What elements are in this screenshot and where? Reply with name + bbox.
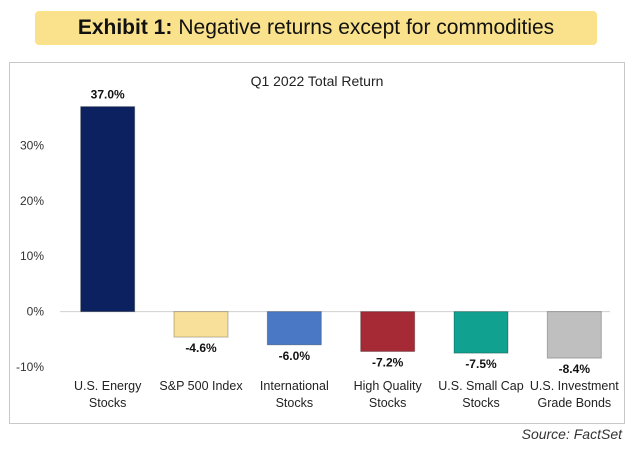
y-tick-label: 0% [27,305,45,319]
y-tick-label: 20% [20,194,44,208]
data-label: 37.0% [91,88,125,102]
category-label: Stocks [369,396,407,410]
bar [266,311,322,346]
category-label: International [260,379,329,393]
y-tick-label: -10% [16,360,44,374]
data-label: -6.0% [279,349,311,363]
category-label: Stocks [462,396,500,410]
bar [173,311,229,338]
category-label: Stocks [276,396,314,410]
bar [453,311,509,354]
category-label: U.S. Energy [74,379,142,393]
category-label: Grade Bonds [537,396,611,410]
exhibit-banner: Exhibit 1: Negative returns except for c… [35,11,597,45]
category-label: Stocks [89,396,127,410]
exhibit-title: Negative returns except for commodities [178,16,555,39]
category-label: S&P 500 Index [159,379,243,393]
data-label: -7.5% [465,357,497,371]
category-label: U.S. Investment [530,379,619,393]
bar [546,311,602,359]
data-label: -8.4% [559,362,591,376]
category-label: High Quality [354,379,423,393]
bar [360,311,416,352]
bar [80,106,136,313]
data-label: -4.6% [185,341,217,355]
y-tick-label: 30% [20,138,44,152]
category-label: U.S. Small Cap [438,379,523,393]
source-note: Source: FactSet [521,426,622,442]
data-label: -7.2% [372,355,404,369]
y-tick-label: 10% [20,249,44,263]
exhibit-label: Exhibit 1: [77,16,173,39]
chart-title: Q1 2022 Total Return [250,73,384,89]
